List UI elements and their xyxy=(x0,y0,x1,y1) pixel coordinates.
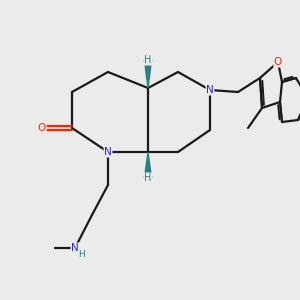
Text: H: H xyxy=(144,55,152,65)
Text: H: H xyxy=(144,173,152,183)
Polygon shape xyxy=(144,60,152,88)
Text: N: N xyxy=(71,243,79,253)
Text: H: H xyxy=(78,250,85,259)
Text: N: N xyxy=(104,147,112,157)
Text: O: O xyxy=(274,57,282,67)
Polygon shape xyxy=(144,152,152,178)
Text: O: O xyxy=(38,123,46,133)
Text: N: N xyxy=(206,85,214,95)
